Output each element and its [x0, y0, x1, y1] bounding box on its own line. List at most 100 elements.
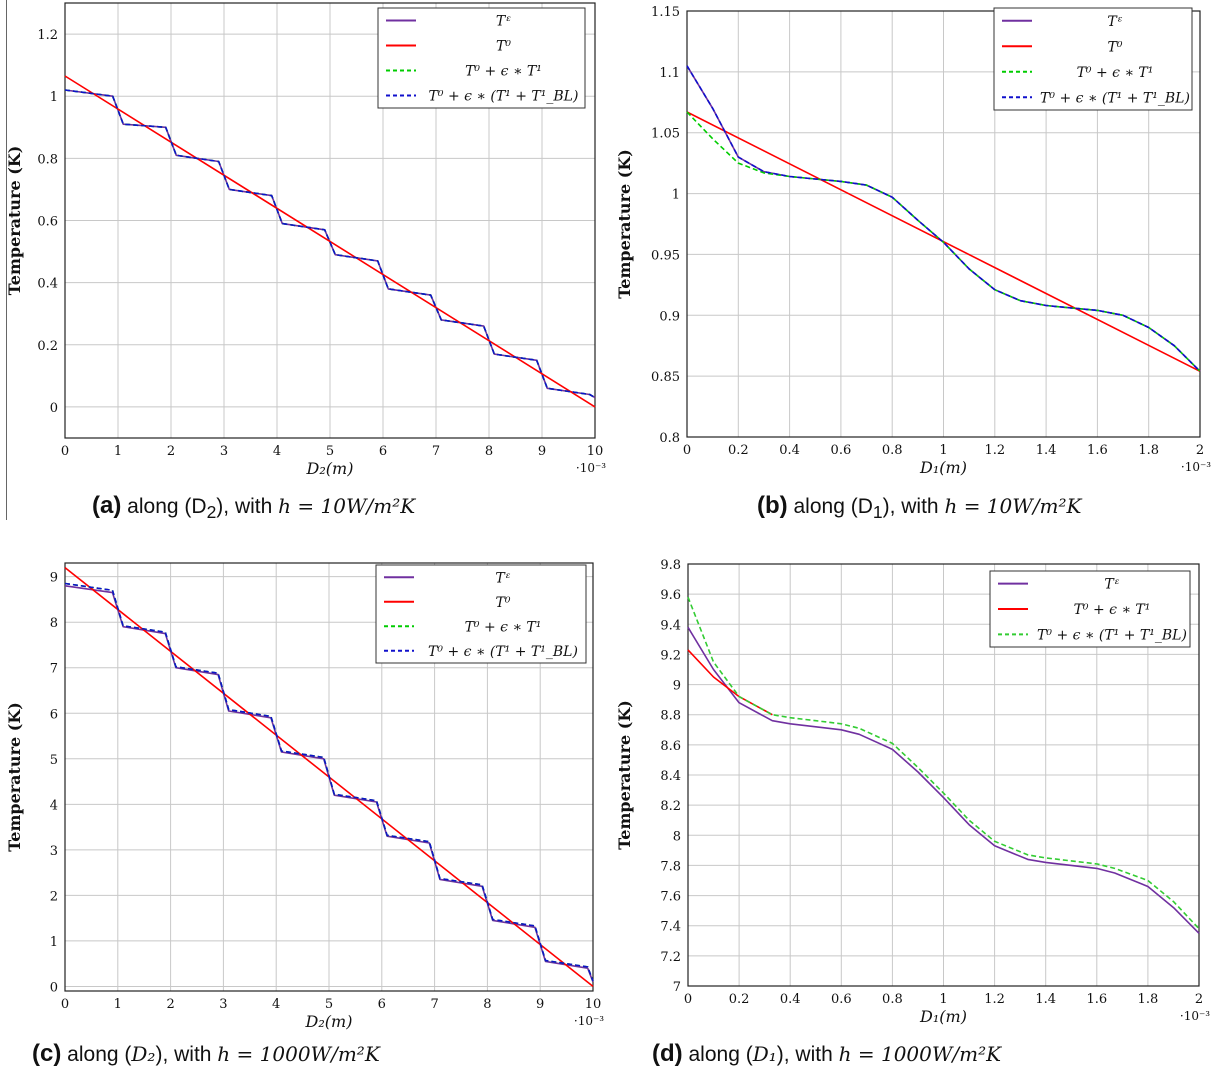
x-tick-label: 2 [1196, 443, 1204, 458]
legend-entry-label: T⁰ + ϵ ∗ (T¹ + T¹_BL) [1040, 90, 1190, 106]
y-tick-label: 3 [50, 844, 58, 859]
x-axis-multiplier: ·10⁻³ [574, 1014, 604, 1028]
y-tick-label: 8 [50, 616, 58, 631]
series-line-2 [64, 75, 596, 408]
x-tick-label: 0 [61, 997, 69, 1012]
y-tick-label: 7 [50, 662, 58, 677]
series-line-4 [64, 89, 596, 399]
legend-box [377, 7, 586, 109]
x-tick-label: 2 [1195, 992, 1203, 1007]
x-tick-label: 1.6 [1087, 443, 1108, 458]
y-tick-label: 0.6 [37, 215, 58, 230]
legend-entry-label: Tᵋ [1104, 577, 1119, 593]
y-tick-label: 0.4 [37, 277, 58, 292]
legend-entry-label: T⁰ + ϵ ∗ T¹ [465, 619, 542, 635]
x-tick-label: 0 [683, 443, 691, 458]
x-tick-label: 7 [432, 444, 440, 459]
y-tick-label: 7.8 [660, 859, 681, 874]
legend-entry-label: T⁰ [1108, 39, 1123, 55]
y-tick-label: 0.2 [37, 339, 58, 354]
y-tick-label: 7.6 [660, 890, 681, 905]
x-axis-multiplier: ·10⁻³ [1180, 1009, 1210, 1023]
plot-frame [64, 2, 596, 439]
series-line-3 [686, 111, 1201, 372]
chart-panel-d: 0 0.2 0.4 0.6 0.8 1 1.2 1.4 1.6 1.8 2 7 7.2 7.4 7.6 7.8… [610, 545, 1213, 1035]
caption-b-math: h = 10W/m²K [944, 494, 1082, 518]
y-tick-label: 1 [672, 188, 680, 203]
x-tick-label: 1.4 [1036, 443, 1057, 458]
x-tick-label: 6 [378, 997, 386, 1012]
x-axis-label: D₁(m) [919, 1007, 967, 1026]
plot-frame [686, 10, 1201, 438]
y-axis-label: Temperature (K) [615, 700, 634, 850]
y-tick-label: 8.2 [660, 799, 681, 814]
y-tick-label: 9 [673, 679, 681, 694]
x-tick-label: 1 [939, 992, 947, 1007]
x-tick-label: 4 [272, 997, 280, 1012]
x-tick-label: 1 [939, 443, 947, 458]
caption-b-letter: (b) [757, 492, 788, 519]
x-axis-multiplier: ·10⁻³ [576, 461, 606, 475]
y-tick-label: 0.9 [659, 309, 680, 324]
x-tick-label: 8 [483, 997, 491, 1012]
y-tick-label: 5 [50, 753, 58, 768]
caption-c-text2: ), with [155, 1043, 218, 1066]
y-tick-label: 1 [50, 90, 58, 105]
y-axis-label: Temperature (K) [615, 149, 634, 299]
legend-entry-label: T⁰ + ϵ ∗ (T¹ + T¹_BL) [1037, 627, 1187, 643]
legend-entry-label: T⁰ + ϵ ∗ T¹ [465, 64, 542, 80]
caption-a-text2: ), with [216, 495, 279, 518]
separator-line [6, 0, 7, 520]
caption-d-letter: (d) [652, 1040, 683, 1067]
x-tick-label: 0.6 [831, 443, 852, 458]
caption-b: (b) along (D1), with h = 10W/m²K [757, 492, 1081, 523]
y-tick-label: 8 [673, 829, 681, 844]
chart-d-svg: 0 0.2 0.4 0.6 0.8 1 1.2 1.4 1.6 1.8 2 7 7.2 7.4 7.6 7.8… [615, 558, 1210, 1026]
x-tick-label: 7 [430, 997, 438, 1012]
y-tick-label: 0.8 [659, 431, 680, 446]
y-tick-label: 0 [50, 980, 58, 995]
legend-box [375, 564, 587, 664]
series-line-2 [687, 649, 773, 716]
y-tick-label: 1.05 [651, 127, 680, 142]
y-tick-label: 6 [50, 707, 58, 722]
chart-d-group: 0 0.2 0.4 0.6 0.8 1 1.2 1.4 1.6 1.8 2 7 7.2 7.4 7.6 7.8… [615, 558, 1210, 1026]
legend-box [993, 7, 1193, 111]
y-tick-label: 9.6 [660, 588, 681, 603]
plot-frame [64, 562, 594, 992]
x-axis-label: D₁(m) [919, 458, 967, 477]
x-tick-label: 0.4 [779, 443, 800, 458]
caption-d-axis: D₁ [752, 1042, 777, 1066]
x-tick-label: 0.8 [882, 443, 903, 458]
legend-entry-label: T⁰ + ϵ ∗ (T¹ + T¹_BL) [428, 644, 578, 660]
chart-b-svg: 0 0.2 0.4 0.6 0.8 1 1.2 1.4 1.6 1.8 2 0.8 0.85 0.9 0.9… [615, 5, 1211, 477]
legend-entry-label: T⁰ + ϵ ∗ T¹ [1077, 65, 1154, 81]
caption-b-sub: 1 [872, 502, 883, 523]
caption-a-letter: (a) [92, 492, 122, 519]
y-tick-label: 1 [50, 935, 58, 950]
plot-frame [687, 563, 1200, 987]
x-tick-label: 0.2 [729, 992, 750, 1007]
chart-panel-c: 0 1 2 3 4 5 6 7 8 9 10 0 1 2 3 4 5 6 7 8 9 D₂(m) ·10⁻³ Temperat… [0, 545, 610, 1035]
x-tick-label: 0 [61, 444, 69, 459]
x-tick-label: 0.6 [831, 992, 852, 1007]
y-tick-label: 7.4 [660, 920, 681, 935]
x-tick-label: 2 [166, 997, 174, 1012]
x-tick-label: 9 [538, 444, 546, 459]
x-axis-label: D₂(m) [305, 1012, 353, 1031]
y-tick-label: 1.2 [37, 28, 58, 43]
caption-c-letter: (c) [32, 1040, 62, 1067]
y-tick-label: 7 [673, 980, 681, 995]
x-tick-label: 1.8 [1138, 992, 1159, 1007]
x-tick-label: 5 [325, 997, 333, 1012]
x-tick-label: 0.8 [882, 992, 903, 1007]
x-tick-label: 6 [379, 444, 387, 459]
caption-b-text: along (D [787, 495, 873, 518]
caption-a-math: h = 10W/m²K [278, 494, 416, 518]
y-tick-label: 9.8 [660, 558, 681, 573]
x-tick-label: 1.6 [1086, 992, 1107, 1007]
chart-b-group: 0 0.2 0.4 0.6 0.8 1 1.2 1.4 1.6 1.8 2 0.8 0.85 0.9 0.9… [615, 5, 1211, 477]
x-tick-label: 10 [587, 444, 604, 459]
x-tick-label: 1 [114, 444, 122, 459]
series-line-4 [64, 582, 594, 982]
